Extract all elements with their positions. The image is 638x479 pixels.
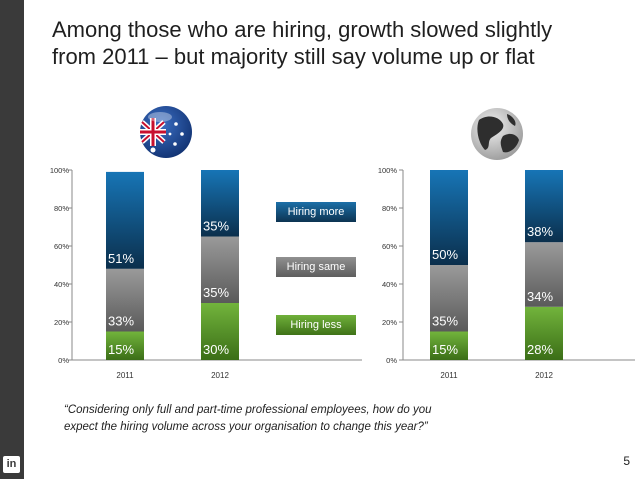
australia-flag-icon bbox=[140, 106, 192, 158]
quote-line-2: expect the hiring volume across your org… bbox=[64, 421, 428, 433]
chart-2-label-2012-hiring-same: 34% bbox=[527, 289, 553, 304]
chart-1-bar-2011-hiring-more bbox=[106, 171, 144, 269]
chart-2-bar-2012-hiring-less bbox=[525, 306, 563, 360]
chart-2-bar-2011-hiring-more bbox=[430, 170, 468, 265]
chart-2-ytick-label: 100% bbox=[378, 166, 398, 175]
chart-1-category-2011: 2011 bbox=[116, 371, 134, 380]
chart-1-ytick-label: 0% bbox=[58, 356, 69, 365]
chart-1-label-2011-hiring-same: 33% bbox=[108, 314, 134, 329]
chart-1-bar-2012-hiring-same bbox=[201, 236, 239, 303]
chart-1-bar-2012-hiring-less bbox=[201, 303, 239, 360]
title-line-2: from 2011 – but majority still say volum… bbox=[52, 44, 535, 69]
chart-1-ytick-label: 100% bbox=[50, 166, 70, 175]
chart-2-label-2011-hiring-less: 15% bbox=[432, 342, 458, 357]
chart-1-label-2012-hiring-same: 35% bbox=[203, 285, 229, 300]
chart-2-label-2011-hiring-same: 35% bbox=[432, 314, 458, 329]
chart-1-ytick-label: 60% bbox=[54, 242, 69, 251]
chart-2-ytick-label: 60% bbox=[382, 242, 397, 251]
globe-icon bbox=[471, 108, 523, 160]
chart-1-ytick-label: 20% bbox=[54, 318, 69, 327]
chart-1-bar-2011-hiring-less bbox=[106, 331, 144, 360]
chart-1-label-2011-hiring-more: 51% bbox=[108, 251, 134, 266]
chart-1-ytick-label: 80% bbox=[54, 204, 69, 213]
chart-1-label-2011-hiring-less: 15% bbox=[108, 342, 134, 357]
linkedin-logo-icon: in bbox=[3, 456, 20, 473]
chart-2-label-2012-hiring-less: 28% bbox=[527, 342, 553, 357]
chart-2-bar-2012-hiring-same bbox=[525, 242, 563, 307]
legend-hiring-same: Hiring same bbox=[276, 257, 356, 277]
chart-1-label-2012-hiring-less: 30% bbox=[203, 342, 229, 357]
chart-2-bar-2011-hiring-less bbox=[430, 331, 468, 360]
chart-2-ytick-label: 20% bbox=[382, 318, 397, 327]
slide-title: Among those who are hiring, growth slowe… bbox=[52, 16, 612, 70]
chart-2-category-2011: 2011 bbox=[440, 371, 458, 380]
page-number: 5 bbox=[623, 454, 630, 468]
chart-1-category-2012: 2012 bbox=[211, 371, 229, 380]
left-sidebar-strip bbox=[0, 0, 24, 479]
quote-line-1: “Considering only full and part-time pro… bbox=[64, 404, 432, 416]
chart-2-label-2011-hiring-more: 50% bbox=[432, 247, 458, 262]
chart-2-ytick-label: 80% bbox=[382, 204, 397, 213]
legend-hiring-less: Hiring less bbox=[276, 315, 356, 335]
title-line-1: Among those who are hiring, growth slowe… bbox=[52, 17, 553, 42]
chart-2-bar-2012-hiring-more bbox=[525, 170, 563, 243]
legend-hiring-more: Hiring more bbox=[276, 202, 356, 222]
chart-1-bar-2012-hiring-more bbox=[201, 170, 239, 237]
chart-2-category-2012: 2012 bbox=[535, 371, 553, 380]
chart-1-ytick-label: 40% bbox=[54, 280, 69, 289]
chart-2-bar-2011-hiring-same bbox=[430, 265, 468, 332]
survey-question-quote: “Considering only full and part-time pro… bbox=[64, 402, 534, 436]
chart-2-label-2012-hiring-more: 38% bbox=[527, 224, 553, 239]
chart-2-ytick-label: 40% bbox=[382, 280, 397, 289]
charts-area: 0% 20% 40% 60% 80% 100% 15% 33% 51% 2011 30% 35% 35%… bbox=[50, 106, 635, 380]
chart-2-ytick-label: 0% bbox=[386, 356, 397, 365]
chart-1-label-2012-hiring-more: 35% bbox=[203, 219, 229, 234]
chart-1-bar-2011-hiring-same bbox=[106, 268, 144, 332]
